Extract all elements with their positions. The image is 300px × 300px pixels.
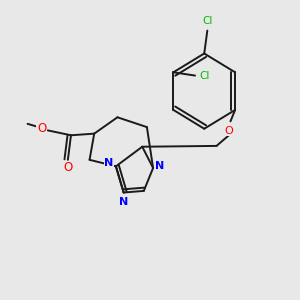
- Text: N: N: [155, 161, 164, 171]
- Text: Cl: Cl: [200, 70, 210, 81]
- Text: O: O: [63, 161, 73, 175]
- Text: N: N: [119, 197, 128, 207]
- Text: O: O: [224, 125, 233, 136]
- Text: O: O: [37, 122, 46, 135]
- Text: N: N: [104, 158, 114, 168]
- Text: Cl: Cl: [203, 16, 213, 26]
